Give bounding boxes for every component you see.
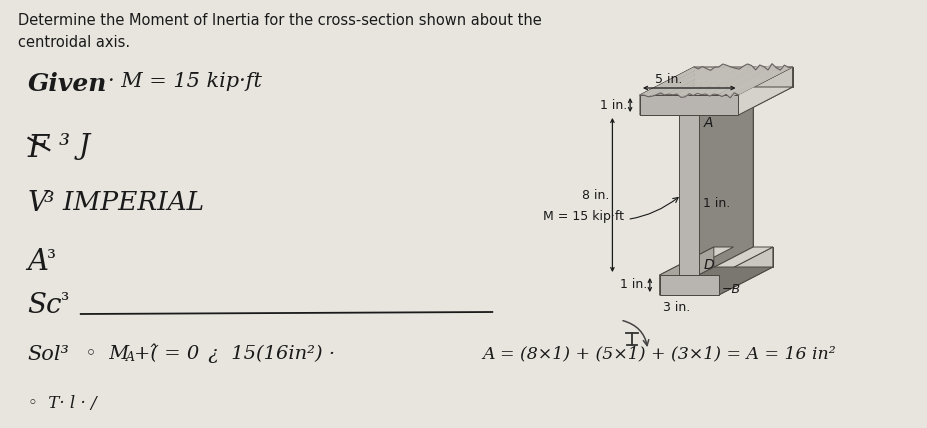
Text: 5 in.: 5 in. — [654, 73, 681, 86]
Text: +(̂ = 0: +(̂ = 0 — [133, 345, 199, 363]
Polygon shape — [721, 68, 780, 97]
Text: Sol³: Sol³ — [28, 345, 70, 364]
Text: −B: −B — [721, 283, 740, 296]
Polygon shape — [713, 64, 771, 95]
Polygon shape — [664, 64, 722, 95]
Text: ¿  15(16in²) ·: ¿ 15(16in²) · — [202, 345, 335, 363]
Polygon shape — [698, 87, 792, 115]
Polygon shape — [680, 68, 739, 97]
Polygon shape — [676, 67, 734, 97]
Text: ³: ³ — [47, 248, 57, 270]
Text: F: F — [28, 133, 48, 164]
Polygon shape — [668, 64, 726, 95]
Text: Given: Given — [28, 72, 107, 96]
Text: 1 in.: 1 in. — [619, 279, 646, 291]
Text: ◦  M: ◦ M — [79, 345, 129, 363]
Polygon shape — [640, 67, 697, 95]
Polygon shape — [725, 65, 783, 98]
Polygon shape — [647, 67, 705, 97]
Polygon shape — [718, 247, 772, 295]
Polygon shape — [692, 64, 751, 95]
Polygon shape — [732, 87, 753, 247]
Text: ³: ³ — [61, 292, 70, 311]
Text: D: D — [704, 258, 714, 272]
Text: M = 15 kip·ft: M = 15 kip·ft — [543, 197, 678, 223]
Polygon shape — [698, 87, 753, 275]
Polygon shape — [652, 68, 710, 96]
Polygon shape — [640, 87, 732, 115]
Polygon shape — [698, 247, 772, 275]
Text: Sc: Sc — [28, 292, 62, 319]
Text: ³ IMPERIAL: ³ IMPERIAL — [44, 190, 204, 215]
Text: 3 in.: 3 in. — [662, 301, 689, 314]
Polygon shape — [660, 67, 718, 95]
Polygon shape — [672, 65, 730, 95]
Polygon shape — [701, 65, 759, 95]
Text: A = (8×1) + (5×1) + (3×1) = A = 16 in²: A = (8×1) + (5×1) + (3×1) = A = 16 in² — [482, 345, 835, 362]
Polygon shape — [730, 65, 788, 98]
Text: 8 in.: 8 in. — [581, 188, 609, 202]
Text: V: V — [28, 190, 47, 217]
Polygon shape — [713, 247, 772, 267]
Polygon shape — [640, 95, 738, 115]
Polygon shape — [705, 65, 763, 96]
Text: ³ J: ³ J — [59, 133, 90, 160]
Polygon shape — [717, 64, 775, 97]
Polygon shape — [659, 247, 732, 275]
Text: 1 in.: 1 in. — [599, 98, 627, 112]
Polygon shape — [738, 67, 792, 115]
Polygon shape — [659, 275, 718, 295]
Polygon shape — [693, 67, 792, 87]
Text: Determine the Moment of Inertia for the cross-section shown about the
centroidal: Determine the Moment of Inertia for the … — [18, 13, 540, 50]
Polygon shape — [697, 65, 755, 95]
Polygon shape — [659, 247, 713, 295]
Polygon shape — [640, 67, 792, 95]
Text: A: A — [126, 351, 135, 364]
Text: 1 in.: 1 in. — [703, 196, 730, 209]
Text: A: A — [28, 248, 48, 276]
Polygon shape — [709, 67, 768, 96]
Polygon shape — [659, 267, 772, 295]
Polygon shape — [679, 115, 698, 275]
Text: A: A — [704, 116, 713, 130]
Text: · M = 15 kip·ft: · M = 15 kip·ft — [108, 72, 262, 91]
Polygon shape — [643, 67, 702, 97]
Polygon shape — [733, 67, 792, 95]
Polygon shape — [684, 66, 743, 97]
Polygon shape — [689, 64, 746, 95]
Text: ◦  T· l · /: ◦ T· l · / — [28, 395, 96, 412]
Polygon shape — [640, 67, 693, 115]
Polygon shape — [655, 67, 714, 95]
